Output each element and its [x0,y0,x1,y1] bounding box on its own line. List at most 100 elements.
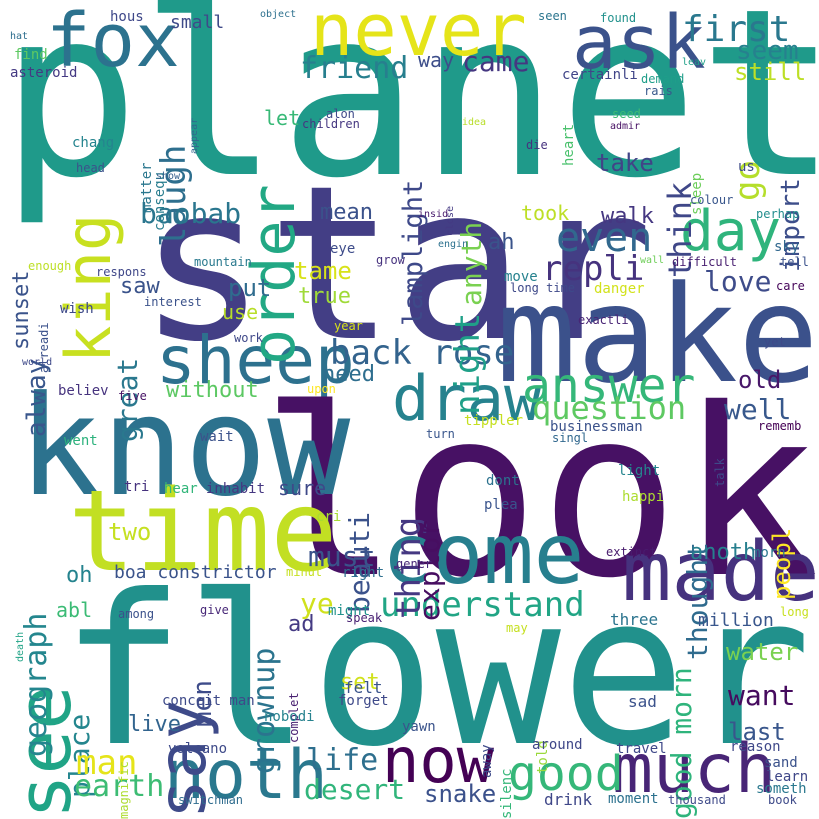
word-eye: eye [330,241,356,257]
word-grow: grow [376,253,405,267]
word-sure: sure [278,476,327,500]
word-demand: demand [641,72,685,86]
word-believ: believ [58,383,109,399]
word-peopl: peopl [768,527,796,600]
word-much: much [612,730,776,809]
word-alon: alon [326,107,355,121]
word-volcano: volcano [168,741,228,757]
word-ad: ad [288,612,315,637]
word-colour: colour [690,193,734,207]
word-mountain: mountain [194,255,252,269]
word-life: life [306,743,379,778]
word-upon: upon [307,382,336,396]
word-two: two [108,518,152,546]
word-around: around [532,737,583,753]
word-good: good [508,746,624,802]
word-dont: dont [486,473,520,489]
word-ask: ask [572,0,706,86]
word-matter: matter [139,162,155,213]
word-sky: sky [774,239,800,255]
word-death: death [15,631,26,662]
word-old: old [738,366,782,394]
word-geograph: geograph [19,612,54,758]
word-wall: wall [640,255,665,266]
word-oh: oh [66,563,93,588]
word-learn: learn [766,769,809,785]
word-sheep: sheep [156,322,355,399]
word-snake: snake [424,780,497,808]
word-repli: repli [542,249,645,289]
word-water: water [726,638,799,666]
word-enough: enough [28,259,72,273]
word-sand: sand [764,755,798,771]
word-night: night [448,312,488,415]
word-plea: plea [484,497,518,513]
word-seed: seed [612,107,641,121]
word-wait: wait [200,429,234,445]
word-interest: interest [144,295,202,309]
word-long: long [780,605,809,619]
word-five: five [118,389,147,403]
word-time: time [68,467,338,597]
word-still: still [734,58,807,86]
word-drink: drink [544,790,593,809]
word-children: children [302,117,360,131]
word-leav: leav [682,57,707,68]
word-desert: desert [304,773,406,806]
word-reason: reason [730,739,781,755]
word-switchman: switchman [178,793,244,807]
word-heart: heart [561,123,577,166]
word-seen: seen [538,9,567,23]
word-engin: engin [438,239,469,250]
word-baobab: baobab [140,197,242,230]
word-tippler: tippler [464,413,524,429]
word-asteroid: asteroid [10,65,78,81]
word-magnific: magnific [117,761,131,819]
word-tell: tell [780,255,809,269]
word-hous: hous [110,9,144,25]
word-forget: forget [338,693,389,709]
word-find: find [14,47,48,63]
word-make: make [496,257,819,413]
word-anoth: anoth [690,540,757,565]
word-need: need [322,362,375,387]
word-now: now [382,724,494,797]
word-put: put [228,274,272,302]
word-someth: someth [756,781,807,797]
word-boa-constrictor: boa constrictor [114,562,277,583]
word-give: give [200,603,229,617]
word-hat: hat [10,31,29,42]
word-respons: respons [96,265,147,279]
word-world: world [22,357,53,368]
word-know: know [18,366,351,527]
word-first: first [682,9,791,50]
word-understand: understand [380,585,585,625]
word-tri: tri [124,479,150,495]
word-seem: seem [736,36,799,66]
word-look: look [260,359,819,629]
word-danger: danger [594,281,645,297]
word-king: king [52,213,125,363]
word-chang: chang [72,135,115,151]
word-answer: answer [522,358,696,414]
word-book: book [768,793,797,807]
word-abl: abl [56,598,93,622]
word-cri: cri [316,509,342,525]
word-right: right [342,565,385,581]
word-day: day [680,199,782,264]
word-thousand: thousand [668,793,726,807]
word-away: away [479,744,495,778]
word-rememb: rememb [758,419,802,433]
word-inhabit: inhabit [206,481,266,497]
word-went: went [64,433,98,449]
word-even: even [556,215,653,261]
word-work: work [234,331,263,345]
word-move: move [504,269,538,285]
word-without: without [166,378,259,403]
word-show: show [156,171,181,182]
word-minut: minut [286,565,323,579]
word-come: come [382,505,585,603]
word-last: last [728,718,786,746]
word-hear: hear [164,481,198,497]
word-earth: earth [74,769,165,804]
